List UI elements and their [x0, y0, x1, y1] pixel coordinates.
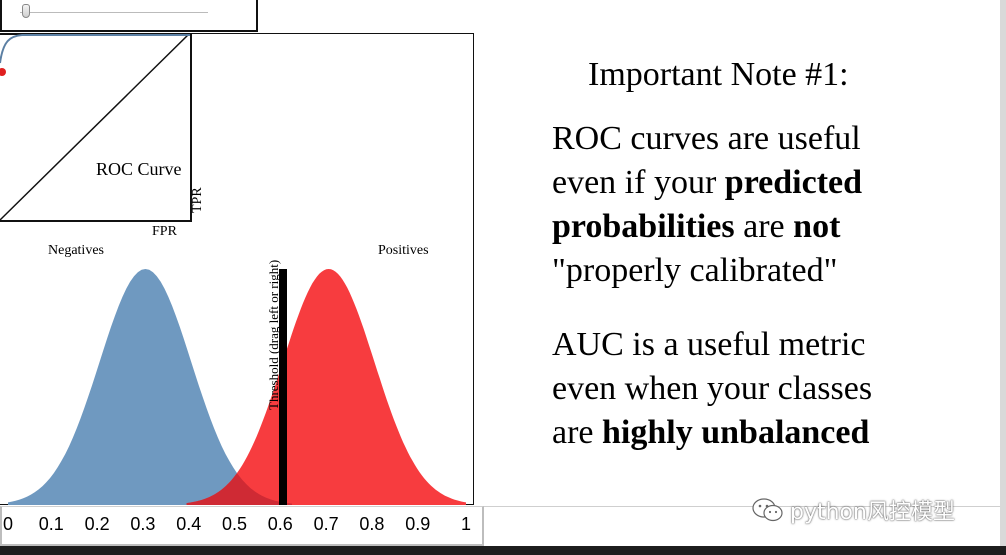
x-axis	[0, 506, 484, 546]
note-line: "properly calibrated"	[552, 252, 837, 290]
watermark-text: python风控模型	[790, 500, 955, 525]
watermark: python风控模型	[752, 494, 955, 526]
note-text: AUC is a useful metric	[552, 326, 866, 363]
roc-title: ROC Curve	[96, 159, 182, 179]
roc-curve-plot	[0, 33, 191, 221]
note-line: AUC is a useful metric	[552, 326, 866, 364]
threshold-label: Threshold (drag left or right)	[266, 259, 281, 410]
x-tick-label: 0.8	[359, 514, 385, 534]
divider	[484, 506, 1006, 507]
threshold-slider-panel	[0, 0, 258, 32]
note-line: probabilities are not	[552, 208, 840, 246]
note-text: "properly calibrated"	[552, 252, 838, 289]
note-emphasis: not	[793, 208, 841, 245]
negatives-distribution	[8, 269, 466, 505]
note-text: even when your classes	[552, 370, 873, 407]
roc-curve-line	[0, 34, 190, 64]
note-line: ROC curves are useful	[552, 120, 861, 158]
note-emphasis: highly unbalanced	[602, 414, 870, 451]
x-tick-label: 0.9	[405, 514, 431, 534]
bottom-bar	[0, 546, 1006, 555]
x-tick-label: 0.4	[176, 514, 202, 534]
slider-track[interactable]	[20, 12, 208, 13]
roc-operating-point[interactable]	[0, 68, 6, 76]
note-line: are highly unbalanced	[552, 414, 869, 452]
x-tick-label: 0.7	[313, 514, 339, 534]
note-text: are	[552, 414, 603, 451]
wechat-icon	[752, 498, 783, 522]
x-tick-label: 0.3	[130, 514, 156, 534]
x-tick-label: 0.1	[38, 514, 64, 534]
roc-xlabel: FPR	[152, 224, 177, 239]
note-text: are	[734, 208, 794, 245]
x-tick-label: 0	[3, 514, 14, 534]
note-text: even if your	[552, 164, 725, 201]
x-tick-label: 0.2	[84, 514, 110, 534]
negatives-label: Negatives	[48, 243, 104, 258]
x-tick-label: 0.6	[267, 514, 293, 534]
x-tick-label: 1	[461, 514, 472, 534]
positives-label: Positives	[378, 243, 429, 258]
note-text: ROC curves are useful	[552, 120, 861, 157]
note-line: even when your classes	[552, 370, 872, 408]
overlap-region	[186, 473, 292, 505]
distribution-plot	[8, 269, 466, 505]
roc-diagonal	[0, 33, 191, 221]
positives-distribution	[186, 269, 466, 505]
note-title: Important Note #1:	[588, 56, 849, 93]
roc-ylabel: TPR	[190, 187, 205, 213]
right-edge	[1000, 0, 1006, 546]
slider-thumb[interactable]	[22, 4, 30, 18]
x-tick-label: 0.5	[222, 514, 248, 534]
note-line: even if your predicted	[552, 164, 862, 202]
note-emphasis: probabilities	[552, 208, 735, 245]
note-emphasis: predicted	[724, 164, 863, 201]
threshold-handle[interactable]	[278, 269, 287, 505]
